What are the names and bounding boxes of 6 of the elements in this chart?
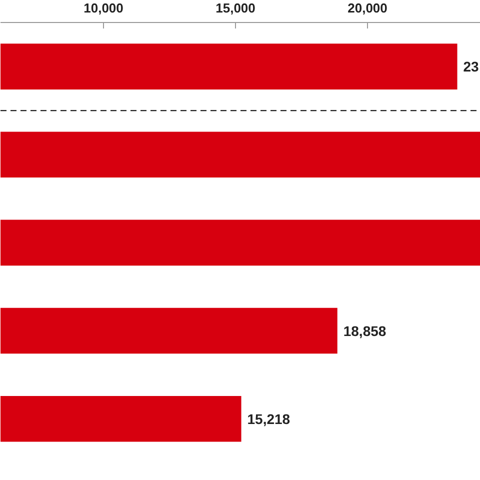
x-tick-label: 15,000 xyxy=(216,0,256,16)
x-tick-label: 20,000 xyxy=(348,0,388,16)
annotation: 23 xyxy=(463,58,480,75)
data-label: 15,218 xyxy=(247,410,290,427)
data-label: 18,858 xyxy=(343,322,386,339)
x-tick-label: 10,000 xyxy=(84,0,124,16)
